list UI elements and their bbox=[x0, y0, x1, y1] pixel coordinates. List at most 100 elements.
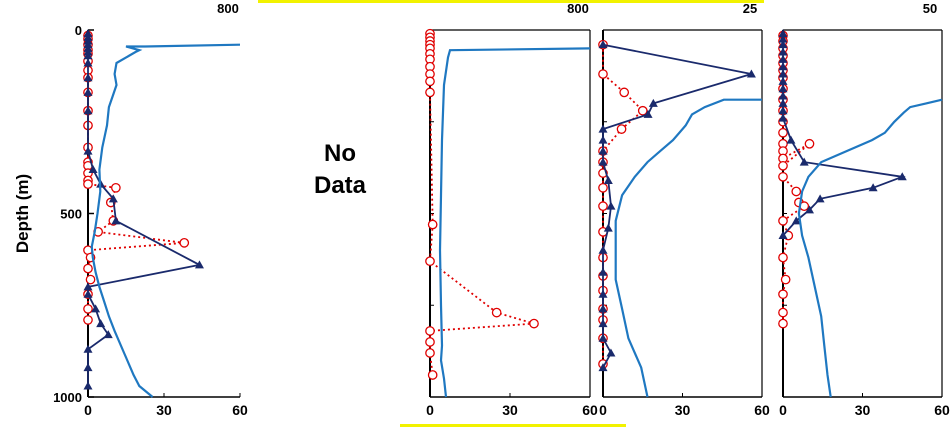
triangle-point bbox=[108, 194, 118, 203]
series-layer bbox=[83, 28, 943, 398]
triangle-point bbox=[598, 289, 608, 298]
triangle-point bbox=[815, 194, 825, 203]
circle-point bbox=[637, 105, 648, 116]
top-tick-label: 800 bbox=[217, 1, 239, 16]
circle-point bbox=[778, 160, 788, 171]
triangle-point bbox=[778, 98, 788, 107]
circle-point bbox=[529, 318, 539, 329]
triangle-point bbox=[778, 91, 788, 100]
triangle-point bbox=[778, 29, 788, 38]
circle-point bbox=[111, 182, 121, 193]
triangle-point bbox=[83, 146, 93, 155]
triangle-point bbox=[603, 223, 613, 232]
triangle-point bbox=[83, 106, 93, 115]
circle-point bbox=[778, 171, 788, 182]
circle-point bbox=[427, 370, 438, 380]
triangle-point bbox=[83, 344, 93, 353]
triangle-point bbox=[778, 54, 788, 63]
circle-point bbox=[425, 326, 435, 336]
triangle-point bbox=[83, 289, 93, 298]
circle-point bbox=[791, 186, 802, 197]
circle-point bbox=[425, 348, 435, 358]
triangle-point bbox=[648, 98, 658, 107]
circle-series-line bbox=[429, 33, 535, 376]
circle-point bbox=[179, 238, 190, 248]
triangle-point bbox=[746, 69, 756, 78]
x-tick-label: 30 bbox=[855, 402, 871, 418]
circle-point bbox=[778, 215, 788, 226]
triangle-point bbox=[91, 304, 101, 313]
triangle-point bbox=[96, 319, 106, 328]
circle-point bbox=[85, 274, 96, 285]
triangle-point bbox=[778, 113, 788, 122]
circle-point bbox=[83, 304, 93, 314]
triangle-point bbox=[598, 135, 608, 144]
triangle-point bbox=[606, 348, 616, 357]
triangle-point bbox=[194, 260, 204, 269]
no-data-note: No Data bbox=[300, 138, 380, 202]
triangle-point bbox=[83, 87, 93, 96]
x-tick-label: 60 bbox=[754, 402, 770, 418]
profile-line bbox=[614, 98, 762, 398]
triangle-point bbox=[598, 319, 608, 328]
x-tick-label: 0 bbox=[599, 402, 607, 418]
circle-point bbox=[491, 307, 502, 318]
top-tick-label: 800 bbox=[567, 1, 589, 16]
y-tick-label: 500 bbox=[60, 207, 82, 222]
no-data-line-1: No bbox=[324, 140, 356, 167]
triangle-point bbox=[778, 76, 788, 85]
triangle-point bbox=[778, 62, 788, 71]
triangle-point bbox=[786, 135, 796, 144]
x-tick-label: 60 bbox=[934, 402, 950, 418]
triangle-point bbox=[778, 34, 788, 43]
triangle-point bbox=[83, 73, 93, 82]
axes-layer bbox=[87, 29, 943, 398]
x-tick-label: 0 bbox=[426, 402, 434, 418]
triangle-point bbox=[83, 51, 93, 60]
circle-point bbox=[425, 256, 435, 267]
x-tick-label: 30 bbox=[156, 402, 172, 418]
circle-point bbox=[598, 69, 608, 79]
circle-point bbox=[804, 138, 815, 149]
circle-point bbox=[83, 315, 93, 325]
x-tick-label: 60 bbox=[582, 402, 598, 418]
y-axis-label: Depth (m) bbox=[13, 174, 32, 253]
circle-point bbox=[598, 201, 608, 212]
no-data-line-2: Data bbox=[313, 172, 367, 199]
circle-point bbox=[616, 124, 627, 134]
triangle-point bbox=[88, 164, 98, 173]
circle-point bbox=[778, 252, 788, 263]
x-tick-label: 60 bbox=[232, 402, 248, 418]
triangle-point bbox=[103, 330, 113, 339]
highlight-layer bbox=[258, 0, 764, 427]
circle-point bbox=[83, 179, 93, 189]
circle-point bbox=[598, 182, 608, 193]
circle-point bbox=[778, 127, 788, 138]
circle-point bbox=[427, 219, 438, 230]
triangle-point bbox=[778, 106, 788, 115]
x-tick-label: 30 bbox=[502, 402, 518, 418]
x-tick-label: 0 bbox=[84, 402, 92, 418]
triangle-point bbox=[778, 231, 788, 240]
x-tick-label: 0 bbox=[779, 402, 787, 418]
circle-point bbox=[425, 337, 435, 347]
triangle-point bbox=[598, 157, 608, 166]
triangle-point bbox=[603, 175, 613, 184]
circle-point bbox=[425, 76, 435, 87]
profile-line bbox=[438, 47, 591, 398]
triangle-series-line bbox=[87, 33, 203, 386]
triangle-point bbox=[598, 304, 608, 313]
y-tick-label: 0 bbox=[75, 23, 82, 38]
triangle-point bbox=[598, 363, 608, 372]
top-tick-label: 50 bbox=[923, 1, 937, 16]
circle-point bbox=[778, 318, 788, 329]
triangle-point bbox=[111, 216, 121, 225]
triangle-point bbox=[83, 282, 93, 291]
triangle-point bbox=[799, 157, 809, 166]
triangle-point bbox=[83, 58, 93, 67]
circle-point bbox=[780, 274, 791, 285]
triangle-point bbox=[778, 47, 788, 56]
circle-point bbox=[619, 87, 630, 98]
circle-point bbox=[778, 307, 788, 318]
circle-series-line bbox=[602, 44, 645, 364]
